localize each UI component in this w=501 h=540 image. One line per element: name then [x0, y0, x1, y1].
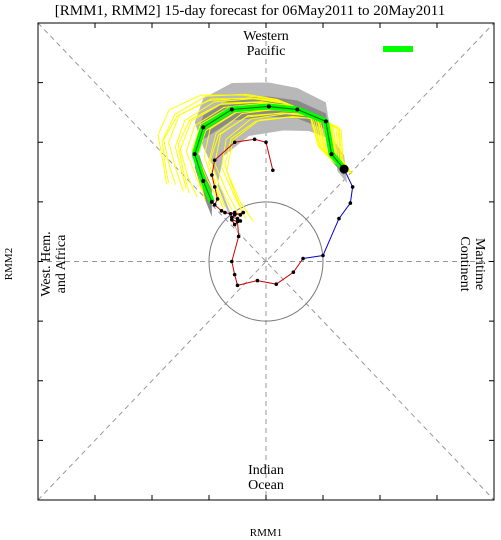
apr-trajectory-point — [252, 137, 257, 142]
apr-trajectory-point — [238, 213, 243, 217]
may-trajectory-point — [350, 185, 355, 189]
apr-may-connector — [302, 255, 324, 260]
legend-swatch — [383, 46, 413, 52]
ensemble-member-line — [221, 113, 351, 213]
ensemble-member-line — [179, 101, 342, 198]
apr-trajectory-point — [255, 278, 260, 283]
may-trajectory-line — [322, 168, 354, 256]
chart-title: [RMM1, RMM2] 15-day forecast for 06May20… — [55, 3, 446, 19]
apr-trajectory-point — [230, 259, 234, 264]
apr-trajectory-line — [211, 138, 304, 286]
forecast-point — [209, 199, 214, 204]
unit-circle — [208, 201, 324, 322]
region-line: and Africa — [54, 234, 69, 293]
region-line: West. Hem. — [39, 231, 54, 296]
ensemble-member-line — [168, 97, 339, 192]
apr-trajectory-point — [212, 185, 217, 189]
region-label-maritime: MaritimeContinent — [457, 236, 487, 291]
apr-trajectory-point — [210, 173, 214, 177]
region-line: Continent — [457, 236, 472, 291]
forecast-point — [201, 179, 206, 184]
apr-trajectory-point — [232, 272, 237, 277]
apr-trajectory-point — [212, 203, 217, 207]
apr-trajectory-point — [235, 216, 240, 221]
ensemble-member-line — [177, 101, 341, 194]
may-trajectory-point — [348, 201, 353, 205]
apr-trajectory-point — [301, 256, 305, 261]
region-label-western-pacific: Western Pacific — [243, 29, 289, 59]
ensemble-member-line — [174, 98, 340, 189]
y-axis-label: RMM2 — [3, 248, 15, 280]
apr-trajectory-point — [228, 212, 233, 216]
region-label-indian-ocean: Indian Ocean — [248, 463, 284, 493]
forecast-point — [192, 152, 197, 157]
ensemble-member-line — [203, 109, 347, 210]
forecast-point — [229, 107, 234, 112]
region-line: Ocean — [248, 478, 284, 493]
apr-trajectory-point — [232, 222, 237, 227]
apr-trajectory-point — [215, 197, 220, 201]
x-axis-label: RMM1 — [250, 527, 282, 539]
divider-diagonal-1 — [37, 22, 495, 501]
ensemble-member-line — [224, 116, 352, 219]
ensemble-member-line — [161, 93, 337, 184]
region-label-west-hem: West. Hem.and Africa — [39, 231, 69, 296]
apr-trajectory-point — [223, 210, 227, 215]
apr-trajectory-point — [264, 140, 268, 145]
ensemble-spread-inner — [194, 96, 345, 217]
may-trajectory-point — [337, 216, 341, 221]
apr-trajectory-point — [232, 213, 237, 217]
forecast-point — [323, 119, 328, 124]
region-line: Western — [243, 29, 289, 44]
apr-trajectory-point — [291, 270, 296, 275]
apr-trajectory-point — [219, 209, 224, 213]
forecast-start-marker — [339, 164, 349, 174]
apr-trajectory-point — [212, 158, 217, 162]
region-line: Maritime — [472, 238, 487, 290]
apr-trajectory-point — [236, 234, 241, 239]
region-line: Pacific — [247, 44, 286, 59]
apr-trajectory-point — [271, 168, 275, 173]
may-trajectory-point — [321, 253, 325, 258]
apr-trajectory-point — [241, 210, 245, 215]
forecast-point — [329, 152, 334, 157]
ensemble-member-line — [226, 116, 353, 222]
apr-trajectory-point — [230, 217, 234, 222]
forecast-point — [295, 107, 300, 112]
apr-trajectory-point — [235, 219, 240, 224]
divider-diagonal-2 — [37, 22, 495, 501]
plot-area: Western Pacific Indian Ocean West. Hem.and A… — [37, 22, 495, 501]
forecast-point — [266, 104, 271, 109]
region-line: Indian — [248, 463, 284, 478]
apr-trajectory-point — [274, 282, 279, 286]
ensemble-member-line — [214, 112, 350, 217]
forecast-point — [201, 125, 206, 130]
apr-trajectory-point — [238, 219, 243, 223]
apr-trajectory-point — [235, 283, 240, 288]
forecast-mean-center — [194, 105, 345, 203]
apr-trajectory-point — [232, 140, 237, 145]
